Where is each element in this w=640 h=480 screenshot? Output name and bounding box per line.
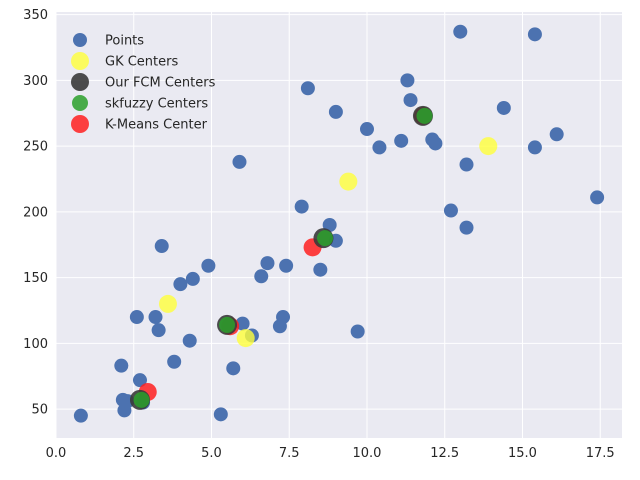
series-points xyxy=(73,24,605,423)
data-point xyxy=(394,133,409,148)
data-point xyxy=(213,407,228,422)
data-point xyxy=(151,323,166,338)
data-point xyxy=(459,220,474,235)
y-tick-label: 300 xyxy=(23,74,48,89)
data-point xyxy=(182,333,197,348)
data-point xyxy=(73,408,88,423)
y-tick-label: 150 xyxy=(23,271,48,286)
legend-label: K-Means Center xyxy=(105,118,208,133)
x-tick-label: 2.5 xyxy=(123,446,144,461)
y-tick-label: 350 xyxy=(23,8,48,23)
legend-marker xyxy=(72,95,88,111)
data-point xyxy=(148,310,163,325)
data-point xyxy=(154,239,169,254)
legend-label: GK Centers xyxy=(105,55,178,70)
data-point xyxy=(260,256,275,271)
data-point xyxy=(313,262,328,277)
data-point xyxy=(359,122,374,137)
data-point xyxy=(459,157,474,172)
data-point xyxy=(416,107,433,124)
data-point xyxy=(428,136,443,151)
data-point xyxy=(232,154,247,169)
data-point xyxy=(185,271,200,286)
data-point xyxy=(219,316,236,333)
data-point xyxy=(549,127,564,142)
legend-marker xyxy=(71,73,89,91)
data-point xyxy=(254,269,269,284)
data-point xyxy=(328,104,343,119)
data-point xyxy=(317,230,334,247)
data-point xyxy=(590,190,605,205)
data-point xyxy=(372,140,387,155)
series-gk-centers xyxy=(158,137,498,348)
legend-marker xyxy=(73,33,87,47)
data-point xyxy=(173,277,188,292)
legend-label: Points xyxy=(105,34,144,49)
x-axis-ticks: 0.0 2.5 5.0 7.5 10.0 12.5 15.0 17.5 xyxy=(46,446,615,461)
legend-marker xyxy=(71,52,89,70)
data-point xyxy=(322,218,337,232)
y-tick-label: 50 xyxy=(31,403,48,418)
y-tick-label: 100 xyxy=(23,337,48,352)
plot-background xyxy=(56,12,622,438)
series-skfuzzy-centers xyxy=(133,107,433,408)
x-tick-label: 0.0 xyxy=(46,446,67,461)
data-point xyxy=(133,391,150,408)
data-point xyxy=(400,73,415,88)
data-point xyxy=(167,354,182,369)
x-tick-label: 5.0 xyxy=(201,446,222,461)
legend-label: skfuzzy Centers xyxy=(105,97,208,112)
y-tick-label: 250 xyxy=(23,140,48,155)
legend: Points GK Centers Our FCM Centers skfuzzy C… xyxy=(71,33,216,133)
grid-lines xyxy=(55,12,622,438)
data-point xyxy=(279,258,294,273)
x-tick-label: 7.5 xyxy=(279,446,300,461)
legend-label: Our FCM Centers xyxy=(105,76,216,91)
data-point xyxy=(527,140,542,155)
data-point xyxy=(236,329,255,348)
data-point xyxy=(527,27,542,42)
data-series xyxy=(73,24,605,423)
data-point xyxy=(114,358,129,373)
x-tick-label: 10.0 xyxy=(353,446,382,461)
legend-marker xyxy=(71,115,89,133)
data-point xyxy=(496,100,511,115)
data-point xyxy=(201,258,216,273)
x-tick-label: 15.0 xyxy=(508,446,537,461)
x-tick-label: 17.5 xyxy=(586,446,615,461)
data-point xyxy=(479,137,498,156)
data-point xyxy=(453,24,468,39)
data-point xyxy=(443,203,458,218)
data-point xyxy=(294,199,309,214)
x-tick-label: 12.5 xyxy=(430,446,459,461)
y-axis-ticks: 50 100 150 200 250 300 350 xyxy=(23,8,48,417)
data-point xyxy=(132,373,147,388)
data-point xyxy=(300,81,315,96)
data-point xyxy=(339,172,358,191)
data-point xyxy=(350,324,365,339)
data-point xyxy=(226,361,241,376)
y-tick-label: 200 xyxy=(23,205,48,220)
data-point xyxy=(129,310,144,325)
data-point xyxy=(276,310,291,325)
data-point xyxy=(158,294,177,313)
data-point xyxy=(403,93,418,108)
